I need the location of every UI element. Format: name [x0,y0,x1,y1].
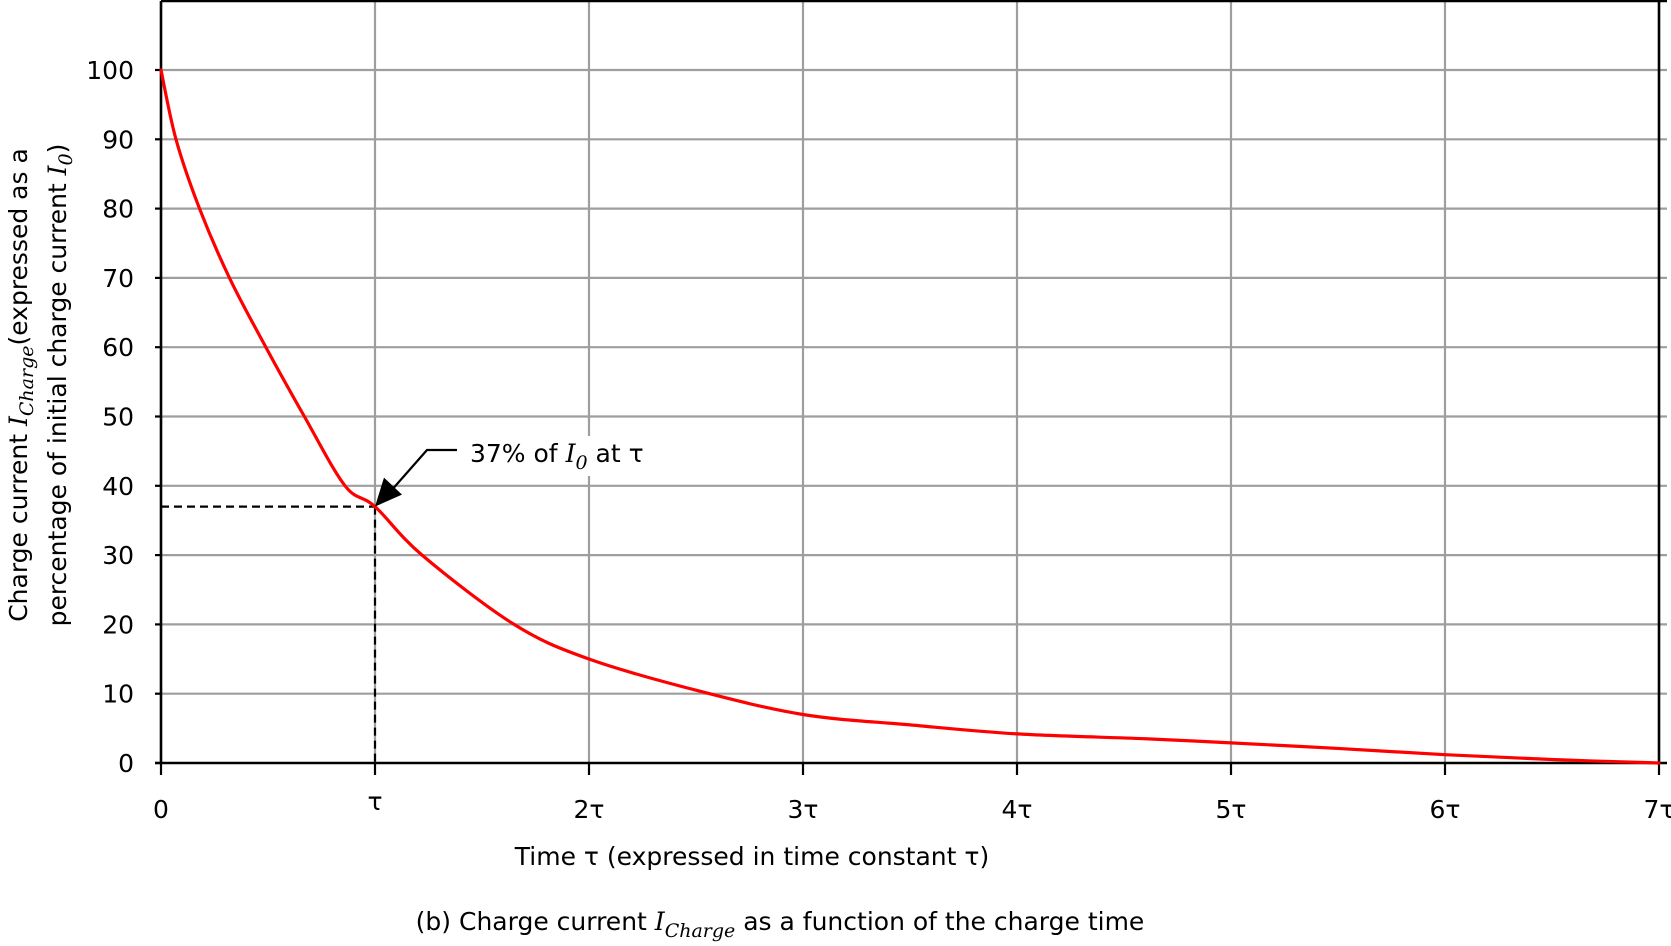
y-tick-label: 50 [102,403,134,432]
x-axis-label: Time τ (expressed in time constant τ) [514,842,989,871]
grid-lines [161,1,1667,763]
y-tick-label: 90 [102,125,134,154]
annotation-text: 37% of I0 at τ [470,439,644,474]
figure-caption: (b) Charge current ICharge as a function… [416,907,1145,942]
y-axis-label: Charge current ICharge(expressed as a [4,148,38,622]
guide-lines [161,505,377,763]
arrow-head-icon [375,477,402,507]
axes [155,0,1667,765]
y-axis-label-line2: percentage of initial charge current I0) [43,144,77,627]
y-tick-label: 60 [102,333,134,362]
y-tick-label: 80 [102,195,134,224]
y-tick-label: 100 [86,56,134,85]
y-tick-label: 10 [102,680,134,709]
x-tick-label: τ [367,787,382,816]
x-tick-label: 7τ [1644,795,1671,824]
y-tick-label: 20 [102,610,134,639]
annotation-background [466,436,662,476]
y-tick-label: 30 [102,541,134,570]
x-tick-label: 4τ [1002,795,1033,824]
x-tick-label: 3τ [788,795,819,824]
annotation-leader-line [392,448,457,490]
svg-text:Charge current ICharge(express: Charge current ICharge(expressed as a [4,148,38,622]
x-tick-label: 0 [153,795,169,824]
data-series-line [159,68,1661,765]
svg-text:percentage of initial charge c: percentage of initial charge current I0) [43,144,77,627]
y-tick-label: 0 [118,749,134,778]
x-tick-label: 2τ [574,795,605,824]
y-tick-label: 40 [102,472,134,501]
annotation-37-percent: 37% of I0 at τ [375,436,662,507]
x-tick-label: 5τ [1216,795,1247,824]
x-tick-label: 6τ [1430,795,1461,824]
y-tick-label: 70 [102,264,134,293]
axis-ticks: 0 10 20 30 40 50 60 70 80 90 100 0 τ 2τ 3τ 4τ 5τ 6τ 7τ [86,56,1671,824]
